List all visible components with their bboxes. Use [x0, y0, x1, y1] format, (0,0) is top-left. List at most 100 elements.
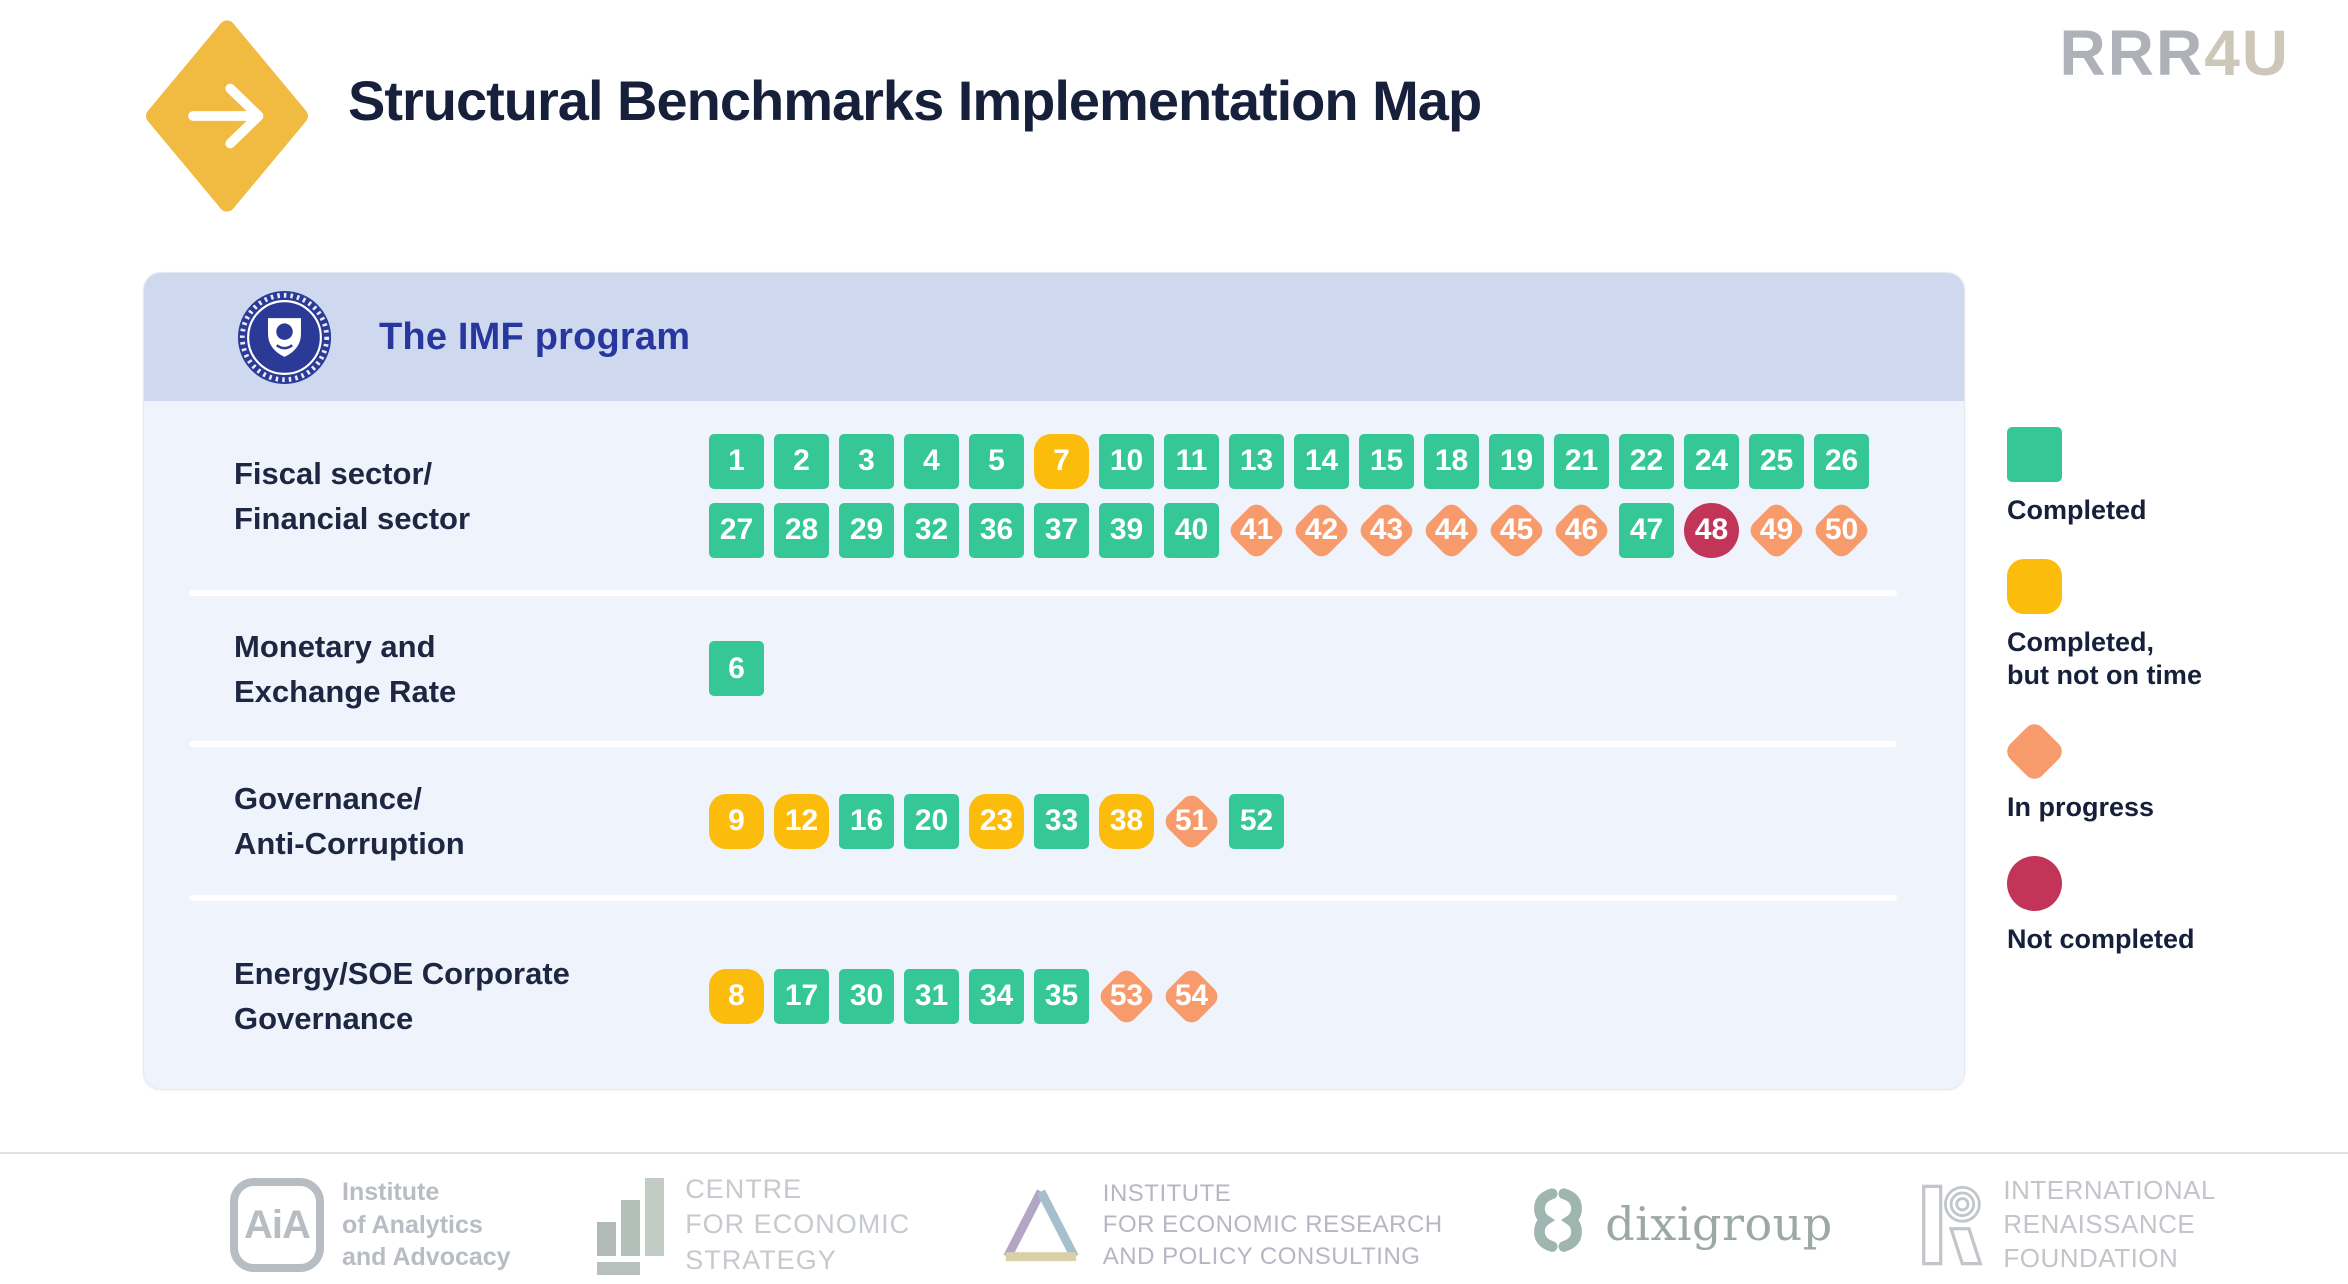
benchmark-tile-37: 37	[1034, 502, 1089, 558]
logo-text-line: FOUNDATION	[2003, 1242, 2179, 1273]
bar-chart-icon	[597, 1176, 667, 1275]
logo-text-line: FOR ECONOMIC	[685, 1209, 911, 1240]
logo-text-line: FOR ECONOMIC RESEARCH	[1102, 1211, 1443, 1239]
benchmark-number: 8	[728, 979, 745, 1012]
benchmark-number: 13	[1239, 444, 1274, 477]
benchmark-tile-39: 39	[1099, 502, 1154, 558]
benchmark-number: 41	[1239, 513, 1274, 546]
benchmark-number: 25	[1759, 444, 1794, 477]
benchmark-number: 15	[1369, 444, 1404, 477]
benchmark-tile-12: 12	[774, 793, 829, 849]
row-divider	[189, 590, 1897, 596]
category-label-line: Financial sector	[234, 500, 471, 536]
benchmark-number: 4	[923, 444, 940, 477]
category-label: Fiscal sector/Financial sector	[144, 451, 709, 541]
legend-swatch-completed	[2007, 427, 2062, 482]
benchmark-tile-23: 23	[969, 793, 1024, 849]
benchmark-tile-24: 24	[1684, 433, 1739, 489]
logo-text-line: CENTRE	[685, 1174, 803, 1205]
benchmark-number: 7	[1053, 444, 1070, 477]
benchmark-tile-33: 33	[1034, 793, 1089, 849]
category-label-line: Fiscal sector/	[234, 455, 433, 491]
brand-logo: RRR4U	[2060, 16, 2290, 90]
benchmark-number: 6	[728, 651, 745, 685]
category-row: Monetary and Exchange Rate 6	[144, 596, 1964, 741]
benchmark-tile-28: 28	[774, 502, 829, 558]
benchmark-number: 35	[1044, 979, 1079, 1012]
benchmark-number: 5	[988, 444, 1005, 477]
category-label-line: Exchange Rate	[234, 673, 457, 709]
category-row: Governance/Anti-Corruption 9 12 16 20 23 33 38 5…	[144, 747, 1964, 895]
benchmark-number: 43	[1369, 513, 1404, 546]
benchmark-tile-31: 31	[904, 968, 959, 1024]
benchmark-tile-7: 7	[1034, 433, 1089, 489]
benchmark-tile-40: 40	[1164, 502, 1219, 558]
benchmark-number: 45	[1499, 513, 1534, 546]
benchmark-number: 14	[1304, 444, 1339, 477]
partner-logos: AiA Institute of Analytics and Advocacy …	[0, 1166, 2348, 1284]
benchmark-tile-51: 51	[1164, 794, 1219, 849]
benchmark-tile-47: 47	[1619, 502, 1674, 558]
category-label: Governance/Anti-Corruption	[144, 776, 709, 866]
benchmark-tile-34: 34	[969, 968, 1024, 1024]
benchmark-tile-53: 53	[1099, 969, 1154, 1024]
legend-item-completed: Completed	[2007, 427, 2337, 527]
benchmark-tile-22: 22	[1619, 433, 1674, 489]
imf-program-panel: The IMF program Fiscal sector/Financial …	[143, 272, 1965, 1090]
legend-label-line: Completed,	[2007, 627, 2155, 657]
benchmark-tile-line: 8 17 30 31 34 35 53 54	[709, 968, 1219, 1024]
legend-label: Not completed	[2007, 923, 2337, 956]
logo-text-line: INSTITUTE	[1102, 1180, 1232, 1208]
benchmark-number: 33	[1044, 804, 1079, 837]
benchmark-tile-43: 43	[1359, 503, 1414, 558]
benchmark-tile-line: 9 12 16 20 23 33 38 51 52	[709, 793, 1284, 849]
benchmark-tile-38: 38	[1099, 793, 1154, 849]
legend-label-line: but not on time	[2007, 660, 2202, 690]
benchmark-number: 9	[728, 804, 745, 837]
benchmark-number: 51	[1174, 804, 1209, 837]
benchmark-tile-line: 1 2 3 4 5 7 10 11 13 14 15 18 19 21 22 24 25 26	[709, 433, 1869, 489]
brand-gray: RRR	[2059, 17, 2205, 89]
logo-text-line: Institute	[342, 1178, 440, 1207]
legend-label: Completed	[2007, 494, 2337, 527]
logo-centre-economic-strategy: CENTRE FOR ECONOMIC STRATEGY	[597, 1172, 910, 1277]
benchmark-number: 1	[728, 444, 745, 477]
benchmark-tile-14: 14	[1294, 433, 1349, 489]
legend-item-late: Completed, but not on time	[2007, 559, 2337, 692]
logo-institute-analytics-advocacy: AiA Institute of Analytics and Advocacy	[230, 1176, 511, 1274]
benchmark-number: 10	[1109, 444, 1144, 477]
benchmark-number: 38	[1109, 804, 1144, 837]
aia-logo-text: Institute of Analytics and Advocacy	[342, 1176, 511, 1274]
benchmark-number: 27	[719, 513, 754, 546]
aia-logo-icon: AiA	[230, 1178, 324, 1272]
benchmark-tile-49: 49	[1749, 503, 1804, 558]
legend-label-line: Completed	[2007, 495, 2147, 525]
logo-text-line: INTERNATIONAL	[2003, 1175, 2216, 1206]
benchmark-tile-30: 30	[839, 968, 894, 1024]
dixigroup-logo-text: dixigroup	[1605, 1197, 1833, 1252]
benchmark-number: 30	[849, 979, 884, 1012]
legend-label-line: Not completed	[2007, 924, 2195, 954]
benchmark-number: 42	[1304, 513, 1339, 546]
benchmark-tile-3: 3	[839, 433, 894, 489]
benchmark-number: 26	[1824, 444, 1859, 477]
benchmark-tile-29: 29	[839, 502, 894, 558]
irf-logo-text: INTERNATIONAL RENAISSANCE FOUNDATION	[2003, 1174, 2216, 1275]
legend-swatch-in_progress	[2007, 724, 2062, 779]
legend-item-not_completed: Not completed	[2007, 856, 2337, 956]
benchmark-tile-18: 18	[1424, 433, 1479, 489]
benchmark-number: 24	[1694, 444, 1729, 477]
benchmark-number: 28	[784, 513, 819, 546]
category-row: Energy/SOE Corporate Governance 8 17 30 31 34 3…	[144, 901, 1964, 1091]
benchmark-number: 32	[914, 513, 949, 546]
benchmark-number: 20	[914, 804, 949, 837]
benchmark-tile-45: 45	[1489, 503, 1544, 558]
benchmark-number: 12	[784, 804, 819, 837]
row-divider	[189, 895, 1897, 901]
benchmark-tile-21: 21	[1554, 433, 1609, 489]
legend-label-line: In progress	[2007, 792, 2155, 822]
benchmark-tile-54: 54	[1164, 969, 1219, 1024]
legend-swatch-late	[2007, 559, 2062, 614]
benchmark-tile-16: 16	[839, 793, 894, 849]
benchmark-tile-15: 15	[1359, 433, 1414, 489]
